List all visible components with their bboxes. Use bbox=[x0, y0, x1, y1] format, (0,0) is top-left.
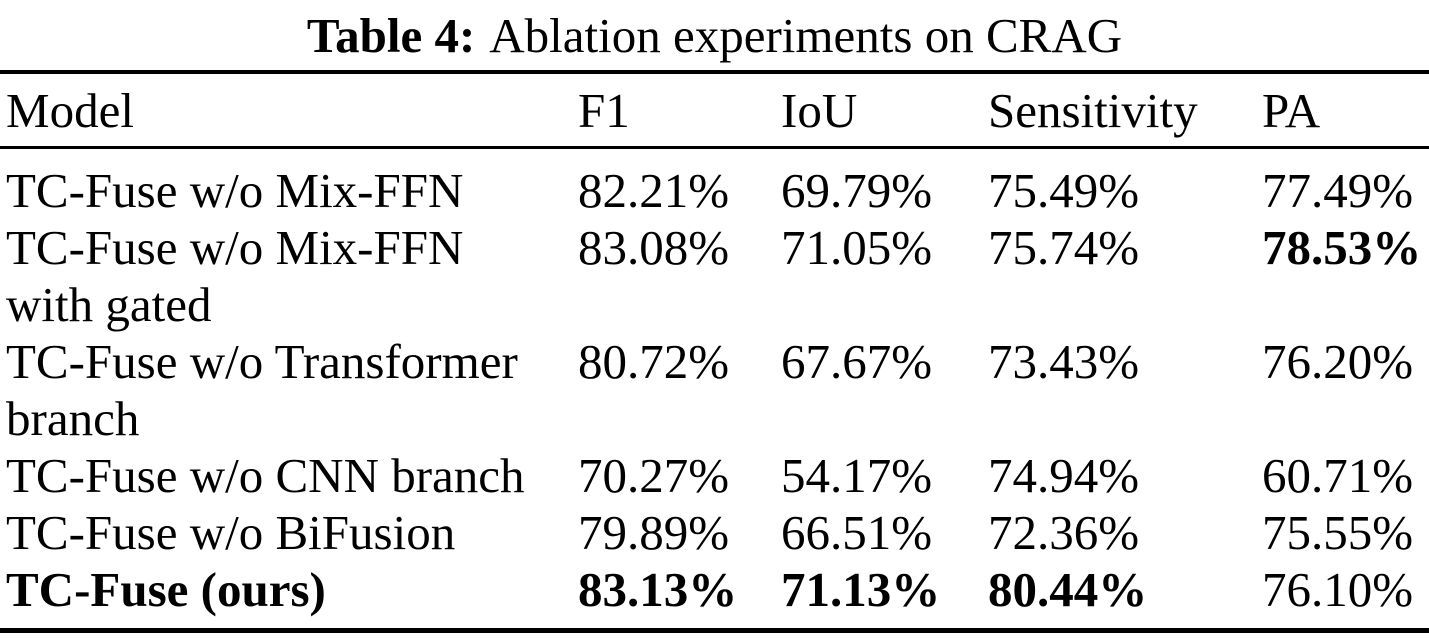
bottom-spacer bbox=[0, 618, 1429, 628]
sensitivity-cell: 75.74% bbox=[988, 220, 1140, 275]
model-cell: TC-Fuse w/o Transformer branch bbox=[0, 333, 572, 447]
table-caption: Table 4: Ablation experiments on CRAG bbox=[0, 0, 1429, 70]
sensitivity-cell: 74.94% bbox=[988, 448, 1140, 503]
sensitivity-cell: 75.49% bbox=[988, 163, 1140, 218]
f1-cell: 83.13% bbox=[578, 562, 738, 617]
table-row: TC-Fuse w/o Transformer branch 80.72% 67… bbox=[0, 333, 1429, 447]
table-row: TC-Fuse w/o Mix-FFN 82.21% 69.79% 75.49%… bbox=[0, 162, 1429, 219]
model-cell: TC-Fuse w/o CNN branch bbox=[0, 447, 572, 504]
pa-cell: 76.20% bbox=[1262, 334, 1414, 389]
iou-cell: 54.17% bbox=[781, 448, 933, 503]
table-header-row: Model F1 IoU Sensitivity PA bbox=[0, 74, 1429, 146]
pa-cell: 76.10% bbox=[1262, 562, 1414, 617]
f1-cell: 70.27% bbox=[578, 448, 730, 503]
model-name-line: with gated bbox=[6, 277, 212, 332]
table-body: TC-Fuse w/o Mix-FFN 82.21% 69.79% 75.49%… bbox=[0, 149, 1429, 618]
pa-cell: 78.53% bbox=[1262, 220, 1422, 275]
iou-cell: 69.79% bbox=[781, 163, 933, 218]
model-cell: TC-Fuse w/o BiFusion bbox=[0, 504, 572, 561]
model-cell: TC-Fuse (ours) bbox=[0, 561, 572, 618]
sensitivity-cell: 80.44% bbox=[988, 562, 1148, 617]
model-name-line: branch bbox=[6, 391, 140, 446]
sensitivity-cell: 73.43% bbox=[988, 334, 1140, 389]
iou-cell: 71.13% bbox=[781, 562, 941, 617]
table-caption-text: Ablation experiments on CRAG bbox=[489, 8, 1123, 63]
f1-cell: 80.72% bbox=[578, 334, 730, 389]
table-bottom-rule bbox=[0, 628, 1429, 633]
model-name-line: TC-Fuse w/o Mix-FFN bbox=[6, 220, 464, 275]
sensitivity-cell: 72.36% bbox=[988, 505, 1140, 560]
model-name-line: TC-Fuse w/o BiFusion bbox=[6, 505, 456, 560]
f1-cell: 82.21% bbox=[578, 163, 730, 218]
column-header-sensitivity: Sensitivity bbox=[988, 82, 1198, 138]
f1-cell: 83.08% bbox=[578, 220, 730, 275]
column-header-model: Model bbox=[6, 82, 134, 138]
model-name-line: TC-Fuse w/o CNN branch bbox=[6, 448, 525, 503]
table-row: TC-Fuse (ours) 83.13% 71.13% 80.44% 76.1… bbox=[0, 561, 1429, 618]
model-name-line: TC-Fuse w/o Mix-FFN bbox=[6, 163, 464, 218]
pa-cell: 75.55% bbox=[1262, 505, 1414, 560]
table-row: TC-Fuse w/o Mix-FFN with gated 83.08% 71… bbox=[0, 219, 1429, 333]
model-name-line: TC-Fuse (ours) bbox=[6, 562, 326, 617]
table-caption-label: Table 4: bbox=[306, 8, 476, 63]
f1-cell: 79.89% bbox=[578, 505, 730, 560]
iou-cell: 67.67% bbox=[781, 334, 933, 389]
column-header-iou: IoU bbox=[781, 82, 858, 138]
column-header-f1: F1 bbox=[578, 82, 630, 138]
table-header-rule bbox=[0, 146, 1429, 149]
model-name-line: TC-Fuse w/o Transformer bbox=[6, 334, 518, 389]
model-cell: TC-Fuse w/o Mix-FFN with gated bbox=[0, 219, 572, 333]
pa-cell: 77.49% bbox=[1262, 163, 1414, 218]
table-row: TC-Fuse w/o CNN branch 70.27% 54.17% 74.… bbox=[0, 447, 1429, 504]
iou-cell: 71.05% bbox=[781, 220, 933, 275]
pa-cell: 60.71% bbox=[1262, 448, 1414, 503]
model-cell: TC-Fuse w/o Mix-FFN bbox=[0, 162, 572, 219]
table-row: TC-Fuse w/o BiFusion 79.89% 66.51% 72.36… bbox=[0, 504, 1429, 561]
table-top-rule bbox=[0, 70, 1429, 74]
iou-cell: 66.51% bbox=[781, 505, 933, 560]
column-header-pa: PA bbox=[1262, 82, 1321, 138]
